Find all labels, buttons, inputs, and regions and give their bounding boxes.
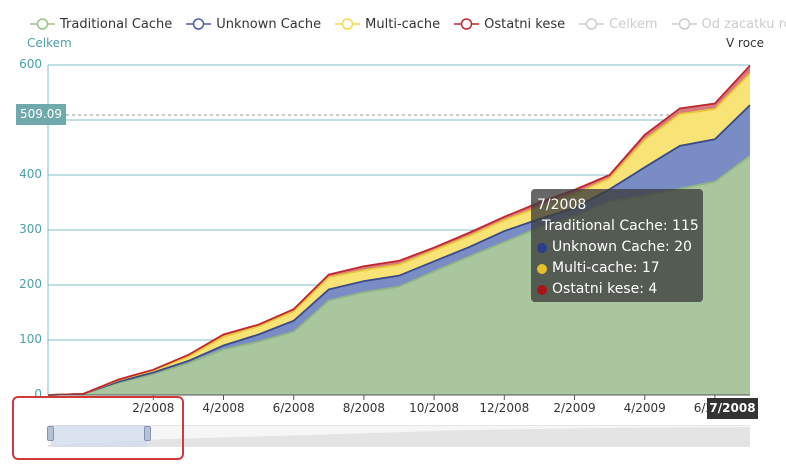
legend-line-circle-icon (335, 18, 361, 30)
tooltip-rows: Traditional Cache: 115 Unknown Cache: 20 M… (537, 216, 699, 300)
x-tick-label: 4/2008 (202, 401, 245, 415)
x-tick-label: 12/2008 (479, 401, 530, 415)
legend-line-circle-icon (579, 18, 605, 30)
legend-line-circle-icon (30, 18, 55, 30)
area-traditional-cache (48, 155, 750, 395)
y-tick-label: 100 (19, 332, 42, 346)
x-tick-label: 10/2008 (409, 401, 460, 415)
zoom-handle-left[interactable] (47, 426, 54, 441)
legend-item[interactable]: Multi-cache (335, 17, 440, 32)
legend-label: Unknown Cache (216, 16, 322, 32)
legend-label: Traditional Cache (60, 16, 173, 32)
series-dot-icon (537, 284, 547, 295)
y-tick-label: 300 (19, 222, 42, 236)
tooltip-row: Unknown Cache: 20 (537, 237, 697, 258)
series-dot-icon (537, 263, 547, 274)
legend-line-circle-icon (454, 18, 480, 30)
x-tick-label: 2/2009 (553, 401, 596, 415)
legend-line-circle-icon (671, 18, 697, 30)
y-tick-label: 0 (34, 387, 42, 401)
tooltip-row-text: Multi-cache: 17 (552, 260, 660, 276)
legend-item[interactable]: Traditional Cache (30, 17, 172, 32)
y-tick-label: 600 (19, 57, 42, 71)
tooltip: 7/2008 Traditional Cache: 115 Unknown Cac… (531, 189, 703, 302)
axis-pointer-x-badge: 7/2008 (707, 398, 758, 419)
x-tick-label: 4/2009 (623, 401, 666, 415)
legend-item[interactable]: Celkem (579, 16, 658, 32)
legend-item[interactable]: Unknown Cache (186, 17, 321, 32)
tooltip-row-text: Traditional Cache: 115 (542, 218, 699, 234)
legend-item[interactable]: Ostatni kese (454, 17, 565, 32)
y-tick-label: 400 (19, 167, 42, 181)
tooltip-row: Traditional Cache: 115 (537, 216, 699, 237)
axis-pointer-value-badge: 509.09 (16, 104, 66, 125)
series-dot-icon (537, 242, 547, 253)
tooltip-row-text: Ostatni kese: 4 (552, 281, 658, 297)
legend-label: Celkem (609, 16, 658, 32)
zoom-preview-shape (48, 427, 750, 447)
tooltip-row: Multi-cache: 17 (537, 258, 697, 279)
stacked-areas (48, 65, 750, 396)
legend-label: Ostatni kese (484, 16, 566, 32)
y-tick-label: 200 (19, 277, 42, 291)
x-tick-label: 2/2008 (132, 401, 175, 415)
legend: Traditional Cache Unknown Cache Multi-cach… (30, 14, 786, 34)
x-tick-label: 8/2008 (342, 401, 385, 415)
y-axis-name-left: Celkem (27, 36, 72, 50)
line-unknown-cache (47, 104, 751, 396)
zoom-handle-right[interactable] (144, 426, 151, 441)
highlight-annotation-box (12, 396, 184, 460)
tooltip-row-text: Unknown Cache: 20 (552, 239, 692, 255)
legend-label: Od zacatku roku (701, 16, 786, 32)
legend-line-circle-icon (186, 18, 212, 30)
tooltip-title: 7/2008 (537, 197, 587, 213)
x-tick-label: 6/2008 (272, 401, 315, 415)
tooltip-row: Ostatni kese: 4 (537, 279, 697, 300)
y-axis-name-right: V roce (726, 36, 765, 50)
line-ostatni-kese (47, 64, 751, 396)
zoom-slider-window[interactable] (51, 425, 148, 447)
legend-item[interactable]: Od zacatku roku (671, 16, 786, 32)
legend-label: Multi-cache (365, 16, 441, 32)
